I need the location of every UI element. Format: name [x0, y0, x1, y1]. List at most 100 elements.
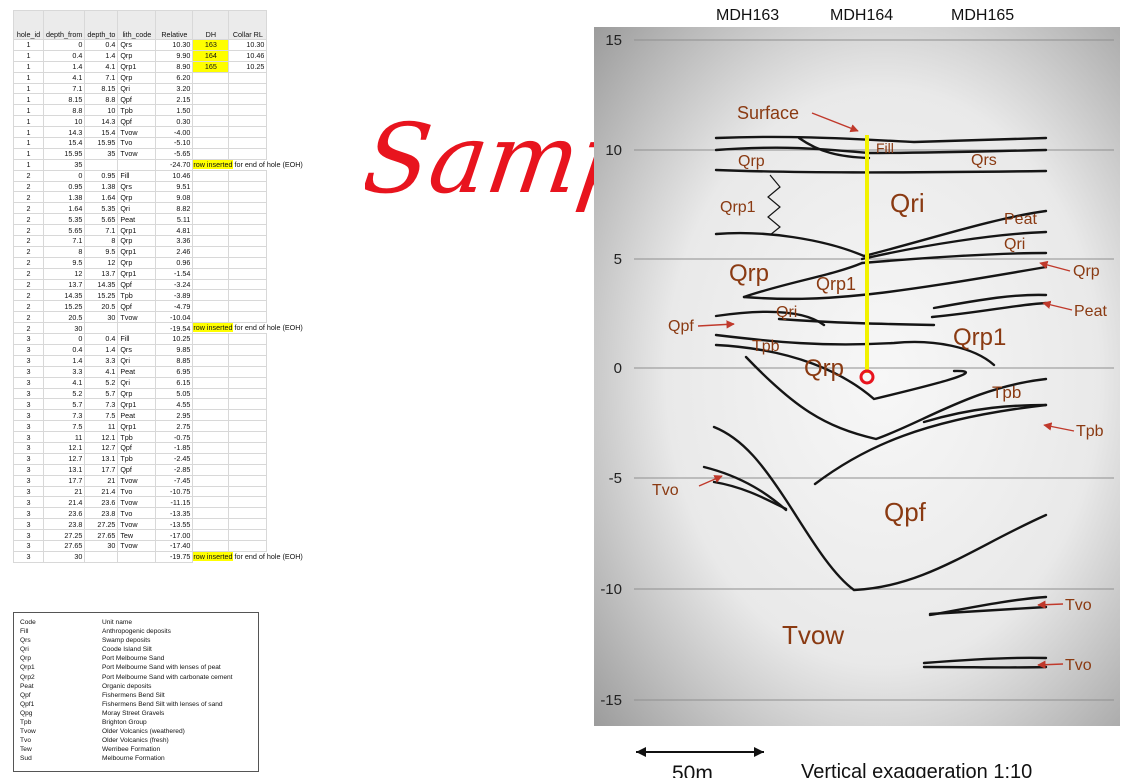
- table-cell[interactable]: Tvow: [117, 147, 157, 160]
- table-cell[interactable]: 17.7: [42, 474, 86, 487]
- table-cell[interactable]: [117, 158, 157, 171]
- table-cell[interactable]: [228, 333, 268, 345]
- table-cell[interactable]: 10.30: [155, 39, 194, 51]
- table-cell[interactable]: 14.35: [84, 278, 119, 291]
- table-cell[interactable]: 1.38: [84, 180, 119, 193]
- table-row[interactable]: 1 8.15 8.8 Qpf 2.15: [13, 93, 268, 106]
- table-cell[interactable]: Qpf: [117, 463, 157, 476]
- table-cell[interactable]: 1: [13, 115, 44, 128]
- table-cell[interactable]: [228, 420, 268, 433]
- table-cell[interactable]: -13.55: [155, 518, 194, 531]
- table-cell[interactable]: Qrs: [117, 343, 157, 356]
- table-cell[interactable]: -5.10: [155, 137, 194, 149]
- table-cell[interactable]: 2: [13, 202, 44, 215]
- table-cell[interactable]: -11.15: [155, 496, 194, 509]
- table-cell[interactable]: 1.4: [42, 60, 86, 73]
- table-cell[interactable]: [192, 267, 230, 280]
- table-cell[interactable]: 2.95: [155, 409, 194, 422]
- table-cell[interactable]: Qpf: [117, 93, 157, 106]
- table-cell[interactable]: [192, 137, 230, 149]
- table-cell[interactable]: 5.65: [84, 213, 119, 226]
- table-cell[interactable]: 1.4: [84, 49, 119, 62]
- table-cell[interactable]: 3: [13, 539, 44, 552]
- table-cell[interactable]: [192, 115, 230, 128]
- table-cell[interactable]: [192, 289, 230, 302]
- table-cell[interactable]: 9.85: [155, 343, 194, 356]
- table-cell[interactable]: [192, 126, 230, 139]
- table-cell[interactable]: 3.36: [155, 235, 194, 247]
- table-cell[interactable]: -7.45: [155, 474, 194, 487]
- table-cell[interactable]: Qrp1: [117, 398, 157, 411]
- table-cell[interactable]: 10.25: [228, 60, 268, 73]
- table-cell[interactable]: [192, 235, 230, 247]
- table-cell[interactable]: Peat: [117, 365, 157, 378]
- table-cell[interactable]: Qrp: [117, 256, 157, 269]
- table-cell[interactable]: 13.1: [84, 452, 119, 465]
- table-cell[interactable]: [228, 507, 268, 520]
- table-row[interactable]: 3 21 21.4 Tvo -10.75: [13, 485, 268, 498]
- table-cell[interactable]: 15.4: [42, 137, 86, 149]
- table-cell[interactable]: [192, 529, 230, 541]
- table-cell[interactable]: 7.1: [42, 235, 86, 247]
- table-cell[interactable]: [192, 300, 230, 313]
- table-cell[interactable]: 8.82: [155, 202, 194, 215]
- column-header[interactable]: DH: [192, 10, 230, 40]
- table-row[interactable]: 2 14.35 15.25 Tpb -3.89: [13, 289, 268, 302]
- table-cell[interactable]: Qri: [117, 82, 157, 95]
- table-cell[interactable]: 5.7: [84, 387, 119, 400]
- table-cell[interactable]: 163: [192, 39, 230, 51]
- table-cell[interactable]: 23.6: [84, 496, 119, 509]
- table-cell[interactable]: 0.96: [155, 256, 194, 269]
- table-cell[interactable]: [192, 278, 230, 291]
- table-cell[interactable]: 8.8: [84, 93, 119, 106]
- table-cell[interactable]: Qrp: [117, 71, 157, 84]
- table-row[interactable]: 2 1.64 5.35 Qri 8.82: [13, 202, 268, 215]
- table-cell[interactable]: 8.8: [42, 104, 86, 117]
- table-cell[interactable]: 10: [42, 115, 86, 128]
- table-cell[interactable]: 2: [13, 169, 44, 182]
- table-cell[interactable]: Qri: [117, 376, 157, 389]
- column-header[interactable]: hole_id: [13, 10, 44, 40]
- table-cell[interactable]: 8.15: [84, 82, 119, 95]
- table-cell[interactable]: [192, 398, 230, 411]
- table-cell[interactable]: 9.5: [42, 256, 86, 269]
- table-row[interactable]: 2 15.25 20.5 Qpf -4.79: [13, 300, 268, 313]
- table-cell[interactable]: 12: [84, 256, 119, 269]
- column-header[interactable]: Relative: [155, 10, 194, 40]
- table-row[interactable]: 2 1.38 1.64 Qrp 9.08: [13, 191, 268, 204]
- table-cell[interactable]: [228, 452, 268, 465]
- table-cell[interactable]: Tvow: [117, 311, 157, 324]
- table-cell[interactable]: 13.7: [42, 278, 86, 291]
- table-cell[interactable]: 10.30: [228, 39, 268, 51]
- table-cell[interactable]: 9.90: [155, 49, 194, 62]
- table-cell[interactable]: Fill: [117, 333, 157, 345]
- table-cell[interactable]: 12.7: [84, 441, 119, 454]
- table-cell[interactable]: 2: [13, 224, 44, 237]
- table-cell[interactable]: [229, 551, 267, 562]
- table-cell[interactable]: 0.95: [42, 180, 86, 193]
- table-cell[interactable]: [228, 104, 268, 117]
- table-cell[interactable]: [192, 518, 230, 531]
- table-cell[interactable]: Qrp1: [117, 60, 157, 73]
- table-cell[interactable]: [192, 311, 230, 324]
- table-cell[interactable]: 2: [13, 300, 44, 313]
- table-cell[interactable]: [228, 518, 268, 531]
- table-cell[interactable]: [228, 539, 268, 552]
- table-cell[interactable]: [192, 431, 230, 443]
- table-cell[interactable]: 23.8: [42, 518, 86, 531]
- table-cell[interactable]: [228, 278, 268, 291]
- table-cell[interactable]: 1.38: [42, 191, 86, 204]
- table-cell[interactable]: 21.4: [42, 496, 86, 509]
- table-cell[interactable]: 2: [13, 245, 44, 258]
- table-cell[interactable]: row inserted for end of hole (EOH): [193, 159, 303, 170]
- table-cell[interactable]: 3: [13, 452, 44, 465]
- table-cell[interactable]: 5.35: [84, 202, 119, 215]
- table-cell[interactable]: Qpf: [117, 278, 157, 291]
- table-cell[interactable]: [228, 245, 268, 258]
- table-cell[interactable]: Qri: [117, 354, 157, 367]
- table-row[interactable]: 2 12 13.7 Qrp1 -1.54: [13, 267, 268, 280]
- table-cell[interactable]: 4.1: [84, 60, 119, 73]
- table-cell[interactable]: 20.5: [84, 300, 119, 313]
- table-cell[interactable]: Qrp: [117, 235, 157, 247]
- table-row[interactable]: 1 4.1 7.1 Qrp 6.20: [13, 71, 268, 84]
